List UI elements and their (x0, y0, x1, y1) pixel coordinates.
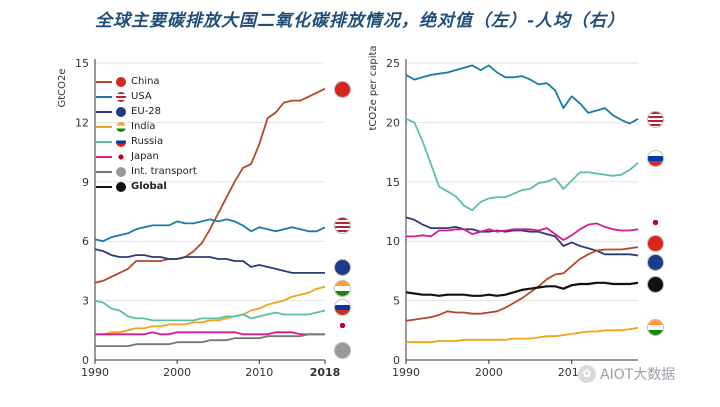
ship-icon (335, 343, 350, 358)
usa-flag-icon (116, 91, 126, 102)
series-line-usa (94, 218, 326, 243)
legend-line (96, 155, 112, 158)
globe-icon (116, 181, 126, 192)
usa-flag-icon (335, 218, 350, 233)
usa-flag-icon (648, 112, 663, 127)
y-axis-label: GtCO2e (57, 68, 68, 107)
india-flag-icon (648, 320, 663, 335)
x-tick-label: 1990 (81, 366, 109, 379)
y-tick-label: 25 (386, 57, 400, 70)
series-line-int-transport (95, 333, 325, 348)
x-tick-label: 1990 (392, 366, 420, 379)
russia-flag-icon (335, 300, 350, 315)
russia-flag-icon (116, 136, 126, 147)
watermark: ✿ AIOT大数据 (578, 364, 675, 384)
india-flag-icon (116, 121, 126, 132)
legend-item-india: India (96, 119, 226, 134)
series-line-global (405, 281, 639, 297)
legend-line (96, 170, 112, 173)
series-line-india (406, 327, 639, 344)
japan-flag-icon (648, 215, 663, 230)
y-axis-label: tCO2e per capita (368, 45, 379, 130)
legend-item-eu28: EU-28 (96, 104, 226, 119)
legend-label: Int. transport (131, 166, 197, 177)
china-flag-icon (335, 82, 350, 97)
legend-line (96, 185, 112, 188)
x-tick-label: 2010 (245, 366, 273, 379)
eu-flag-icon (648, 255, 663, 270)
legend-item-usa: USA (96, 89, 226, 104)
legend-line (96, 125, 112, 128)
series-line-russia (405, 117, 639, 212)
legend-label: India (131, 121, 156, 132)
y-tick-label: 12 (75, 116, 89, 129)
legend-line (96, 95, 112, 98)
x-tick-label: 2018 (310, 366, 341, 379)
x-tick-label: 2000 (475, 366, 503, 379)
series-line-russia (94, 299, 326, 322)
y-tick-label: 0 (393, 354, 400, 367)
series-line-china (94, 87, 326, 284)
legend-line (96, 140, 112, 143)
legend-label: EU-28 (131, 106, 161, 117)
wechat-icon: ✿ (578, 365, 596, 383)
eu-flag-icon (116, 106, 126, 117)
legend-item-global: Global (96, 179, 226, 194)
left-chart-panel: 0 3 6 9 12 15 1990 2000 2010 2018 GtCO2e China USA… (0, 40, 360, 407)
legend-item-china: China (96, 74, 226, 89)
legend-label: USA (131, 91, 152, 102)
series-line-usa (405, 64, 639, 125)
legend-item-int-transport: Int. transport (96, 164, 226, 179)
japan-flag-icon (335, 318, 350, 333)
watermark-text: AIOT大数据 (600, 367, 676, 383)
legend: China USA EU-28 India Russia Japan Int. … (96, 74, 226, 194)
chart-title: 全球主要碳排放大国二氧化碳排放情况，绝对值（左）-人均（右） (94, 11, 626, 31)
legend-item-russia: Russia (96, 134, 226, 149)
ship-icon (116, 166, 126, 177)
y-tick-label: 15 (386, 176, 400, 189)
y-tick-label: 5 (393, 295, 400, 308)
series-line-eu-28 (405, 216, 639, 257)
globe-icon (648, 277, 663, 292)
legend-label: China (131, 76, 160, 87)
right-chart-panel: 0 5 10 15 20 25 1990 2000 2010 tCO2e per capita (360, 40, 720, 407)
y-tick-label: 0 (82, 354, 89, 367)
y-tick-label: 9 (82, 176, 89, 189)
legend-label: Japan (131, 151, 159, 162)
y-tick-label: 20 (386, 116, 400, 129)
y-tick-label: 15 (75, 57, 89, 70)
absolute-emissions-chart: 0 3 6 9 12 15 1990 2000 2010 2018 GtCO2e (57, 57, 341, 379)
legend-label: Russia (131, 136, 164, 147)
legend-item-japan: Japan (96, 149, 226, 164)
legend-line (96, 110, 112, 113)
y-tick-label: 3 (82, 295, 89, 308)
eu-flag-icon (335, 260, 350, 275)
india-flag-icon (335, 281, 350, 296)
legend-line (96, 80, 112, 83)
china-flag-icon (648, 236, 663, 251)
series-line-india (95, 285, 326, 336)
china-flag-icon (116, 76, 126, 87)
japan-flag-icon (116, 151, 126, 162)
series-line-japan (95, 331, 325, 336)
series-line-japan (406, 222, 639, 241)
series-line-china (405, 246, 639, 322)
legend-label: Global (131, 181, 167, 192)
y-tick-label: 10 (386, 235, 400, 248)
x-tick-label: 2000 (163, 366, 191, 379)
russia-flag-icon (648, 151, 663, 166)
series-line-eu-28 (94, 248, 325, 274)
y-tick-label: 6 (82, 235, 89, 248)
